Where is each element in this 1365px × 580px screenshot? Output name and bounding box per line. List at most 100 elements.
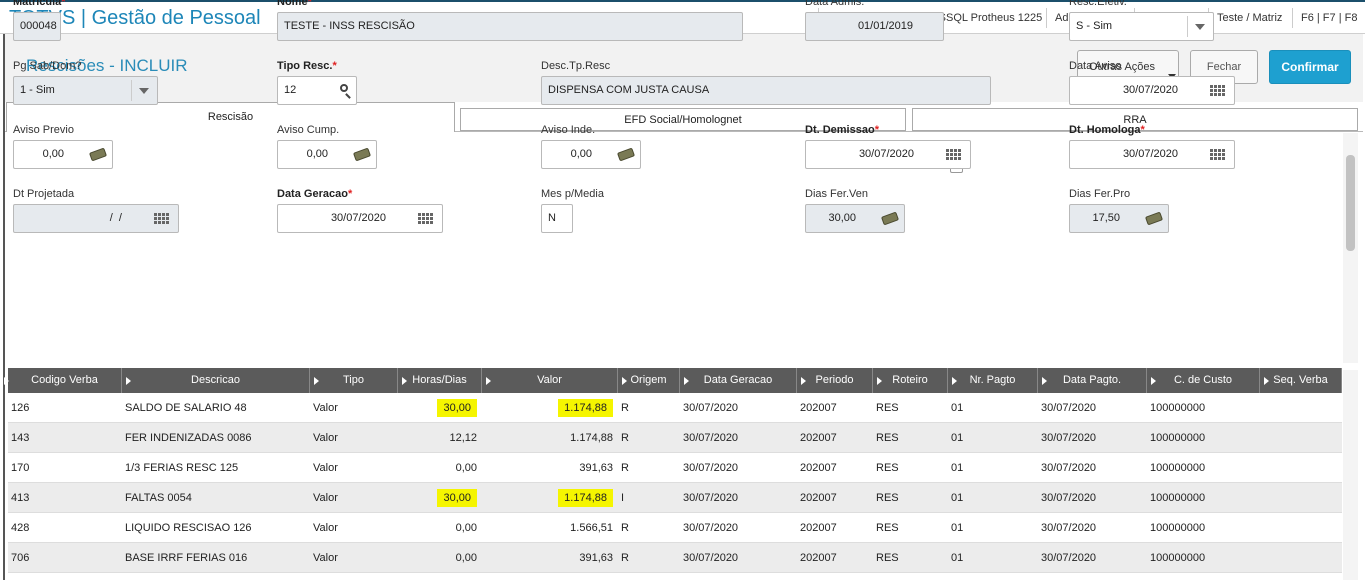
column-header[interactable]: Data Pagto. (1038, 368, 1147, 393)
cell-text: 100000000 (1150, 462, 1206, 474)
cell-text: 413 (11, 492, 30, 504)
select-arrow[interactable] (139, 88, 149, 94)
table-cell: 0,00 (401, 543, 477, 573)
cell-text: Valor (313, 402, 338, 414)
table-cell: 30/07/2020 (683, 393, 792, 423)
cell-text: FER INDENIZADAS 0086 (125, 432, 252, 444)
cell-text: R (621, 462, 629, 474)
cell-text: 30/07/2020 (1041, 432, 1097, 444)
column-header[interactable]: Descricao (122, 368, 310, 393)
table-row[interactable] (8, 393, 1342, 423)
tab[interactable]: RRA (912, 108, 1358, 131)
form-scrollbar[interactable] (1343, 133, 1358, 363)
field-label: Data Aviso (1069, 60, 1121, 72)
table-cell: Valor (313, 423, 393, 453)
calendar-icon[interactable] (418, 212, 434, 225)
column-header[interactable]: Seq. Verba (1260, 368, 1342, 393)
calendar-icon[interactable] (1210, 84, 1226, 97)
table-row[interactable] (8, 513, 1342, 543)
table-cell: 12,12 (401, 423, 477, 453)
cell-text: 01 (951, 432, 964, 444)
input-field[interactable]: 30/07/2020 (1069, 140, 1235, 169)
input-field[interactable]: 30/07/2020 (1069, 76, 1235, 105)
calendar-cell (430, 221, 433, 224)
table-cell: R (621, 423, 675, 453)
money-icon[interactable] (880, 211, 900, 226)
select-arrow[interactable] (1195, 24, 1205, 30)
calendar-cell (426, 213, 429, 216)
table-cell: 01 (951, 483, 1033, 513)
table-cell: 170 (11, 453, 117, 483)
column-header[interactable]: Horas/Dias (398, 368, 482, 393)
calendar-cell (422, 217, 425, 220)
table-cell: FALTAS 0054 (125, 483, 305, 513)
money-icon[interactable] (616, 147, 636, 162)
money-icon[interactable] (88, 147, 108, 162)
column-header[interactable]: Codigo Verba (4, 368, 122, 393)
cell-text: 0,00 (455, 552, 477, 564)
input-field: / / (13, 204, 179, 233)
scroll-thumb[interactable] (1346, 155, 1355, 251)
column-header[interactable]: Origem (618, 368, 680, 393)
column-header[interactable]: Valor (482, 368, 618, 393)
input-field: 1 - Sim (13, 76, 158, 105)
calendar-cell (1214, 85, 1217, 88)
input-field[interactable]: 0,00 (541, 140, 641, 169)
money-icon[interactable] (1144, 211, 1164, 226)
label-text: Mes p/Media (541, 188, 604, 200)
cell-text: RES (876, 462, 899, 474)
column-header[interactable]: Tipo (310, 368, 398, 393)
input-field[interactable]: S - Sim (1069, 12, 1214, 41)
table-row[interactable] (8, 483, 1342, 513)
table-cell: 1/3 FERIAS RESC 125 (125, 453, 305, 483)
table-row[interactable] (8, 543, 1342, 573)
tab[interactable]: Rescisão (6, 102, 455, 132)
table-cell: BASE IRRF FERIAS 016 (125, 543, 305, 573)
table-cell: 01 (951, 423, 1033, 453)
calendar-cell (1218, 89, 1221, 92)
input-field[interactable]: 0,00 (13, 140, 113, 169)
tab[interactable]: EFD Social/Homolognet (460, 108, 906, 131)
table-row[interactable] (8, 453, 1342, 483)
calendar-icon[interactable] (946, 148, 962, 161)
cell-text: LIQUIDO RESCISAO 126 (125, 522, 252, 534)
label-text: Data Aviso (1069, 60, 1122, 72)
table-cell: 01 (951, 513, 1033, 543)
column-header[interactable]: Data Geracao (680, 368, 797, 393)
search-icon[interactable] (340, 84, 348, 92)
column-header[interactable]: Roteiro (873, 368, 948, 393)
cell-text: Valor (313, 522, 338, 534)
calendar-icon[interactable] (154, 212, 170, 225)
calendar-icon[interactable] (1210, 148, 1226, 161)
table-cell: 30,00 (401, 483, 477, 513)
table-cell: Valor (313, 543, 393, 573)
calendar-cell (1222, 157, 1225, 160)
cell-text: R (621, 432, 629, 444)
table-cell: 100000000 (1150, 543, 1255, 573)
select-divider (131, 80, 132, 101)
table-cell: RES (876, 393, 943, 423)
label-text: Nome (277, 0, 308, 8)
column-header[interactable]: C. de Custo (1147, 368, 1260, 393)
input-field[interactable]: 30/07/2020 (805, 140, 971, 169)
calendar-cell (422, 221, 425, 224)
input-field[interactable]: 0,00 (277, 140, 377, 169)
cell-text: 100000000 (1150, 432, 1206, 444)
input-field[interactable]: 12 (277, 76, 357, 105)
input-field[interactable]: N (541, 204, 573, 233)
money-icon[interactable] (352, 147, 372, 162)
column-header[interactable]: Nr. Pagto (948, 368, 1038, 393)
input-field[interactable]: 30/07/2020 (277, 204, 443, 233)
button[interactable]: Confirmar (1269, 50, 1351, 84)
cell-text: 01 (951, 552, 964, 564)
table-cell: RES (876, 513, 943, 543)
column-header[interactable]: Periodo (797, 368, 873, 393)
cell-text: 202007 (800, 492, 837, 504)
table-row[interactable] (8, 423, 1342, 453)
calendar-cell (154, 213, 157, 216)
grid-scrollbar[interactable] (1343, 370, 1358, 580)
calendar-cell (1214, 149, 1217, 152)
required-mark: * (347, 188, 353, 200)
calendar-cell (162, 221, 165, 224)
cell-text: 01 (951, 462, 964, 474)
